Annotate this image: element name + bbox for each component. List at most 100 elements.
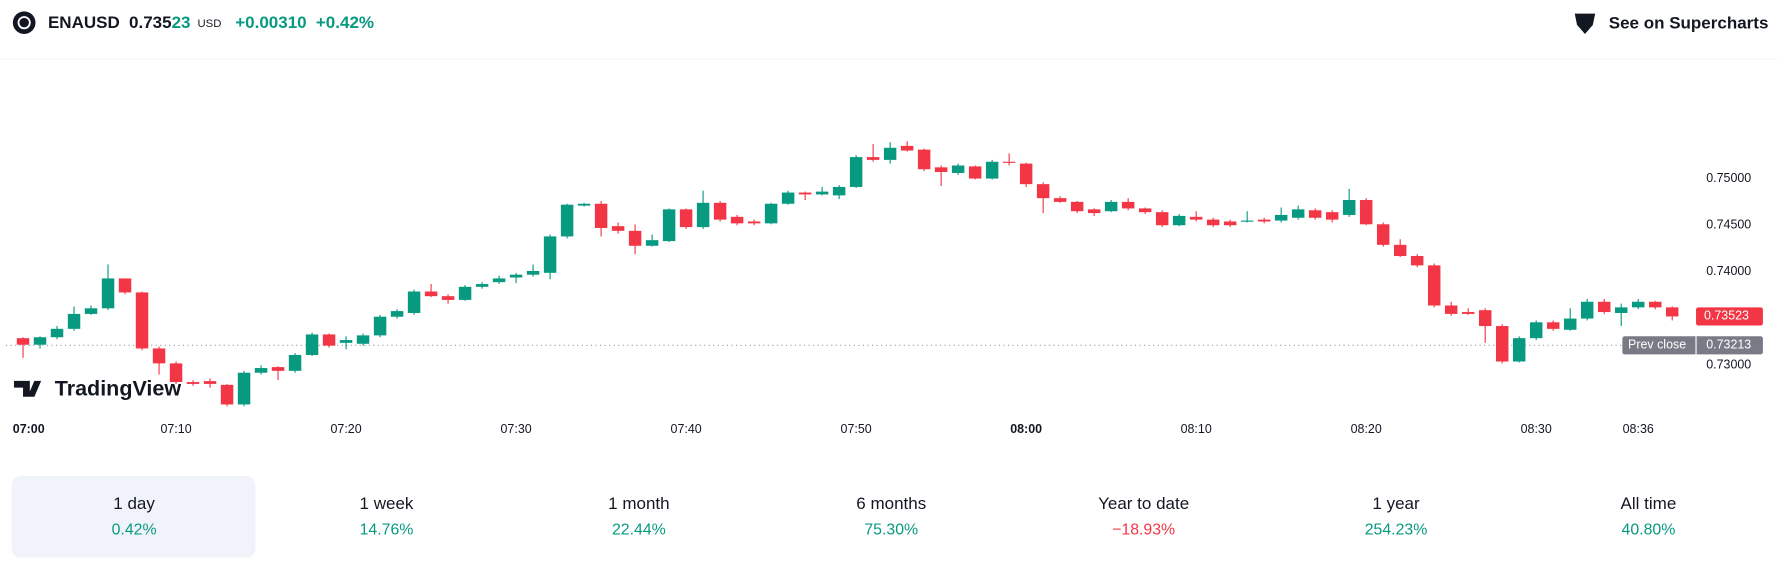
- x-tick-label: 07:30: [501, 422, 532, 436]
- x-tick-label: 07:20: [330, 422, 361, 436]
- candle-body: [781, 192, 795, 204]
- candle-body: [1512, 338, 1526, 362]
- candle-body: [985, 161, 999, 179]
- candle-body: [1427, 265, 1441, 306]
- last-price-badge: [1696, 307, 1763, 326]
- candle-body: [1461, 312, 1475, 314]
- candle-body: [594, 203, 608, 229]
- candle-body: [1614, 307, 1628, 313]
- candle-body: [1376, 224, 1390, 245]
- period-label[interactable]: 1 month: [608, 494, 669, 513]
- plot: 0.75000 0.74500 0.74000 0.73000 07:00 07:10 07…: [6, 141, 1763, 539]
- candle-body: [832, 186, 846, 196]
- candle-body: [288, 354, 302, 371]
- candle-body: [679, 209, 693, 228]
- prev-close-name: Prev close: [1628, 338, 1686, 352]
- candle-body: [917, 149, 931, 170]
- logo-text: TradingView: [55, 377, 182, 401]
- candle-body: [1665, 307, 1679, 317]
- candle-body: [747, 221, 761, 224]
- symbol[interactable]: ENAUSD: [48, 13, 120, 32]
- x-tick-label: 07:40: [671, 422, 702, 436]
- tabs-background: [11, 476, 256, 558]
- x-tick-label: 08:00: [1010, 422, 1042, 436]
- candle-body: [373, 316, 387, 336]
- candle-body: [67, 313, 81, 329]
- candle-body: [1087, 209, 1101, 214]
- symbol-icon[interactable]: [12, 11, 36, 35]
- prev-close-badge: [1622, 336, 1763, 355]
- candle-body: [1563, 318, 1577, 330]
- candle-body: [1121, 201, 1135, 209]
- tradingview-logo[interactable]: TradingView: [13, 377, 182, 401]
- candle-body: [628, 230, 642, 246]
- period-change: 75.30%: [864, 522, 918, 539]
- candle-body: [135, 292, 149, 349]
- candle-body: [1104, 201, 1118, 212]
- candle-body: [696, 202, 710, 228]
- x-tick-label: 07:00: [13, 422, 45, 436]
- period-label[interactable]: Year to date: [1098, 494, 1189, 513]
- candle-body: [577, 203, 591, 206]
- y-tick-label: 0.75000: [1706, 171, 1751, 185]
- candle-body: [1308, 210, 1322, 218]
- candle-body: [84, 308, 98, 314]
- candle-body: [1274, 214, 1288, 221]
- period-label[interactable]: All time: [1621, 494, 1677, 513]
- candle-body: [254, 368, 268, 373]
- candle-body: [1172, 215, 1186, 226]
- supercharts-text[interactable]: See on Supercharts: [1609, 13, 1769, 32]
- candle-body: [526, 270, 540, 275]
- y-tick-label: 0.74000: [1706, 264, 1751, 278]
- candle-body: [1648, 301, 1662, 308]
- candle-body: [764, 203, 778, 224]
- change-percent: +0.42%: [316, 13, 374, 32]
- candle-body: [849, 157, 863, 187]
- candle-body: [1359, 200, 1373, 225]
- period-label[interactable]: 1 week: [360, 494, 414, 513]
- candle-body: [407, 291, 421, 313]
- last-price-label: 0.73523: [1704, 309, 1749, 323]
- candle-body: [305, 334, 319, 355]
- period-change: 0.42%: [112, 522, 157, 539]
- candle-body: [713, 202, 727, 220]
- header-line: ENAUSD 0.73523 USD +0.00310 +0.42%: [48, 13, 374, 32]
- period-change: −18.93%: [1112, 522, 1175, 539]
- x-tick-label: 08:36: [1623, 422, 1654, 436]
- candle-body: [492, 278, 506, 283]
- candle-body: [186, 382, 200, 384]
- candle-body: [900, 145, 914, 151]
- candle-body: [220, 384, 234, 405]
- period-label[interactable]: 1 year: [1372, 494, 1420, 513]
- x-tick-label: 07:50: [841, 422, 872, 436]
- candle-body: [322, 334, 336, 346]
- candle-body: [968, 166, 982, 179]
- candle-body: [1410, 256, 1424, 266]
- prev-close-value: 0.73213: [1706, 338, 1751, 352]
- candle-body: [1597, 301, 1611, 313]
- period-label[interactable]: 6 months: [856, 494, 926, 513]
- selected-tab: [11, 476, 256, 558]
- period-label[interactable]: 1 day: [113, 494, 155, 513]
- candle-body: [1495, 326, 1509, 362]
- candle-body: [866, 157, 880, 160]
- supercharts-link[interactable]: See on Supercharts: [1574, 13, 1769, 35]
- candle-body: [237, 372, 251, 405]
- candle-body: [1478, 310, 1492, 327]
- candle-body: [169, 363, 183, 383]
- candle-body: [662, 209, 676, 242]
- candle-body: [1223, 221, 1237, 226]
- candle-body: [33, 337, 47, 345]
- candle-body: [1580, 301, 1594, 319]
- period-change: 40.80%: [1622, 522, 1676, 539]
- candle-body: [645, 240, 659, 246]
- currency: USD: [198, 18, 222, 30]
- candle-body: [1155, 212, 1169, 226]
- candle-body: [1342, 200, 1356, 215]
- period-change: 14.76%: [360, 522, 414, 539]
- candle-body: [1240, 220, 1254, 222]
- candle-body: [424, 291, 438, 297]
- candle-body: [543, 236, 557, 273]
- icon-circle: [12, 11, 36, 35]
- icon-inner: [17, 16, 31, 30]
